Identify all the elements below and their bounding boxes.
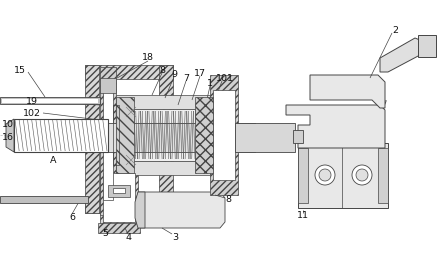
Bar: [85, 65, 173, 79]
Bar: [235, 123, 295, 152]
Text: 11: 11: [297, 212, 309, 220]
Bar: [159, 65, 173, 213]
Text: 19: 19: [26, 97, 38, 105]
Text: 2: 2: [392, 25, 398, 34]
Text: 3: 3: [172, 233, 178, 241]
Bar: [0, 196, 88, 203]
Bar: [85, 123, 255, 152]
Bar: [116, 97, 134, 173]
Bar: [0, 97, 100, 104]
Text: 8: 8: [225, 196, 231, 205]
Text: 16: 16: [2, 133, 14, 141]
Circle shape: [356, 169, 368, 181]
Bar: [100, 78, 116, 93]
Circle shape: [352, 165, 372, 185]
Text: 1: 1: [207, 78, 213, 88]
Bar: [14, 119, 108, 152]
Polygon shape: [310, 75, 385, 108]
Bar: [113, 105, 119, 165]
Bar: [113, 188, 125, 193]
Bar: [98, 223, 140, 233]
Polygon shape: [138, 192, 225, 228]
Bar: [85, 199, 173, 213]
Text: 101: 101: [216, 74, 234, 83]
Polygon shape: [135, 192, 145, 228]
Text: 5: 5: [102, 229, 108, 239]
Text: 8: 8: [159, 66, 165, 75]
Bar: [213, 90, 235, 180]
Bar: [85, 65, 99, 213]
Text: 18: 18: [142, 53, 154, 61]
Bar: [418, 35, 436, 57]
Bar: [298, 148, 308, 203]
Bar: [195, 97, 213, 173]
Bar: [293, 130, 303, 143]
Bar: [116, 109, 195, 161]
Text: 9: 9: [171, 69, 177, 78]
Bar: [103, 173, 135, 222]
Bar: [116, 95, 210, 109]
Bar: [378, 148, 388, 203]
Bar: [210, 75, 238, 195]
Bar: [2, 98, 98, 103]
Text: 6: 6: [69, 212, 75, 221]
Bar: [108, 185, 130, 197]
Text: 17: 17: [194, 68, 206, 77]
Text: 4: 4: [125, 233, 131, 241]
Polygon shape: [286, 105, 385, 148]
Bar: [298, 143, 388, 208]
Circle shape: [315, 165, 335, 185]
Bar: [103, 80, 113, 200]
Circle shape: [319, 169, 331, 181]
Text: 7: 7: [183, 74, 189, 83]
Text: 10: 10: [2, 119, 14, 128]
Bar: [100, 67, 116, 215]
Text: 15: 15: [14, 66, 26, 75]
Polygon shape: [6, 119, 14, 152]
Bar: [116, 161, 210, 175]
Polygon shape: [380, 38, 427, 72]
Text: A: A: [50, 155, 56, 164]
Bar: [100, 170, 138, 225]
Text: 102: 102: [23, 109, 41, 118]
